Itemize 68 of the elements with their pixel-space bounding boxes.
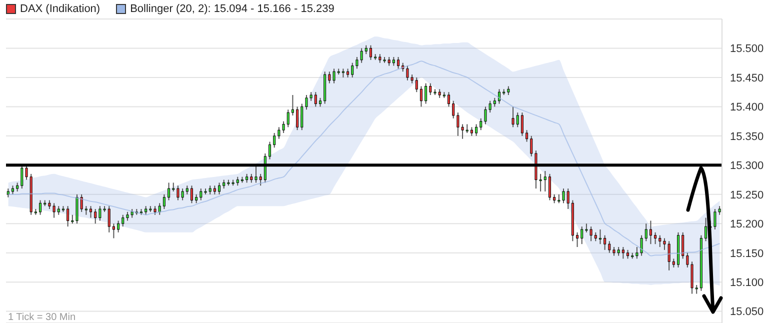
candlestick bbox=[526, 130, 528, 142]
y-tick-label: 15.450 bbox=[730, 72, 764, 84]
y-tick-label: 15.050 bbox=[730, 306, 764, 318]
candlestick bbox=[117, 220, 120, 233]
candlestick bbox=[415, 76, 418, 93]
candlestick bbox=[644, 223, 648, 242]
y-tick-label: 15.150 bbox=[730, 248, 764, 260]
candlestick bbox=[516, 112, 519, 128]
candlestick bbox=[268, 141, 272, 160]
candlestick bbox=[218, 182, 221, 195]
candlestick bbox=[300, 103, 304, 131]
candlestick bbox=[351, 62, 354, 78]
candlestick bbox=[286, 109, 290, 128]
candlestick bbox=[622, 246, 624, 260]
candlestick bbox=[544, 170, 546, 192]
candlestick bbox=[259, 173, 262, 186]
y-tick-label: 15.250 bbox=[730, 189, 764, 202]
candlestick bbox=[682, 232, 684, 260]
candlestick bbox=[566, 188, 570, 210]
candlestick bbox=[66, 206, 70, 228]
candlestick bbox=[420, 86, 422, 108]
candlestick bbox=[39, 200, 42, 216]
candlestick bbox=[162, 194, 166, 210]
candlestick bbox=[604, 234, 606, 250]
candlestick bbox=[448, 92, 450, 108]
candlestick bbox=[704, 217, 708, 242]
candlestick bbox=[397, 56, 400, 70]
candlestick bbox=[296, 106, 299, 131]
candlestick bbox=[580, 226, 584, 245]
candlestick bbox=[90, 206, 92, 218]
legend-label: Bollinger (20, 2): 15.094 - 15.166 - 15.239 bbox=[130, 3, 334, 15]
candlestick bbox=[658, 234, 662, 248]
candlestick bbox=[452, 100, 455, 119]
annotation: 1 Tick = 30 Min bbox=[8, 312, 76, 323]
y-tick-label: 15.400 bbox=[730, 102, 764, 114]
candlestick bbox=[429, 82, 432, 96]
candlestick bbox=[291, 94, 294, 116]
candlestick bbox=[562, 188, 565, 204]
candlestick bbox=[480, 118, 482, 131]
legend-label: DAX (Indikation) bbox=[20, 3, 100, 15]
y-tick-label: 15.500 bbox=[730, 43, 764, 56]
candlestick bbox=[598, 228, 602, 245]
candlestick bbox=[200, 188, 202, 201]
y-tick-label: 15.100 bbox=[730, 276, 764, 289]
candlestick bbox=[168, 182, 170, 201]
candlestick bbox=[475, 124, 478, 136]
y-tick-label: 15.350 bbox=[730, 130, 764, 143]
candlestick bbox=[122, 214, 124, 228]
candlestick bbox=[190, 185, 193, 204]
candlestick bbox=[649, 220, 652, 245]
candlestick bbox=[530, 135, 533, 157]
y-tick-label: 15.200 bbox=[730, 218, 764, 231]
candlestick bbox=[80, 194, 83, 212]
candlestick bbox=[548, 173, 551, 201]
candlestick bbox=[314, 92, 317, 108]
candlestick bbox=[654, 232, 657, 245]
candlestick bbox=[608, 240, 611, 254]
candlestick bbox=[76, 194, 78, 224]
candlestick bbox=[576, 232, 579, 248]
candlestick bbox=[94, 208, 97, 224]
y-tick-label: 15.300 bbox=[730, 160, 764, 172]
candlestick bbox=[512, 106, 514, 128]
candlestick bbox=[520, 112, 524, 136]
candlestick bbox=[424, 82, 428, 104]
candlestick bbox=[112, 223, 115, 239]
candlestick bbox=[273, 132, 276, 148]
candlestick bbox=[108, 206, 110, 233]
candlestick bbox=[369, 44, 372, 60]
